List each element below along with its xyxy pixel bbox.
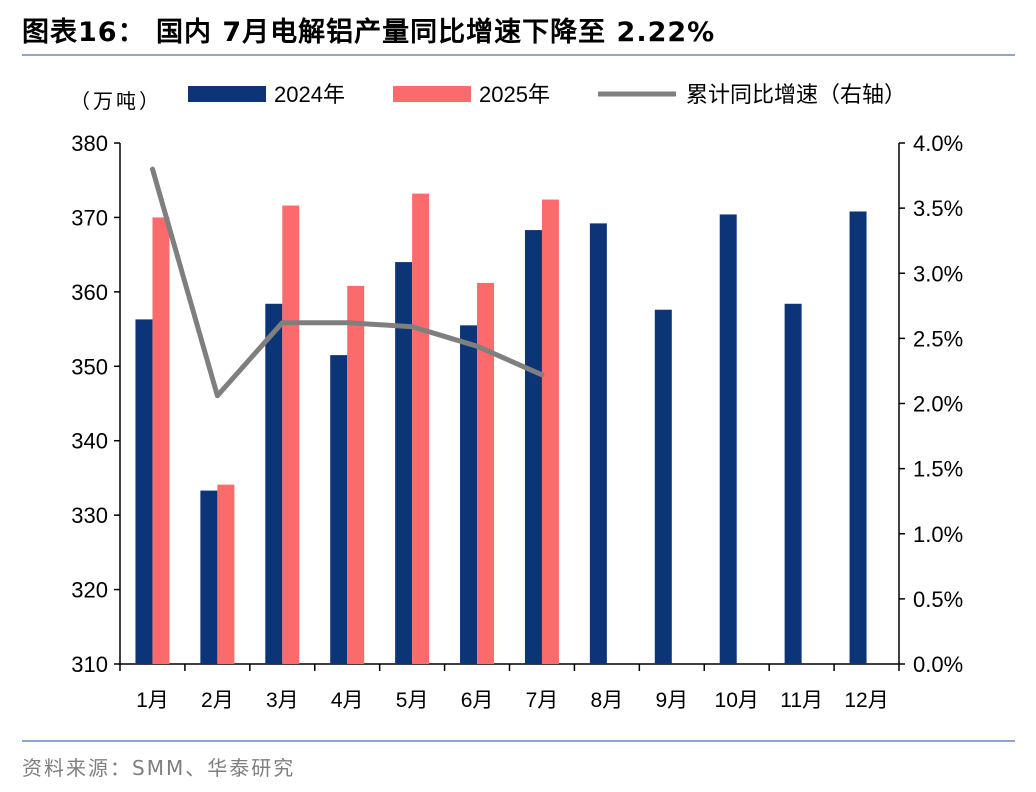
right-axis-tick-label: 1.5% bbox=[913, 457, 963, 482]
x-axis-tick-label: 10月 bbox=[715, 689, 759, 712]
bar-2024 bbox=[654, 309, 672, 664]
title-divider bbox=[22, 54, 1015, 56]
x-axis-tick-label: 8月 bbox=[591, 689, 624, 712]
chart-title: 图表16： 国内 7月电解铝产量同比增速下降至 2.22% bbox=[22, 17, 716, 48]
source-divider bbox=[22, 740, 1015, 742]
x-axis-tick-label: 3月 bbox=[266, 689, 299, 712]
source-note: 资料来源：SMM、华泰研究 bbox=[22, 756, 296, 780]
x-axis-tick-label: 1月 bbox=[136, 689, 169, 712]
x-axis-tick-label: 12月 bbox=[844, 689, 888, 712]
bar-2024 bbox=[784, 303, 802, 664]
bar-2025 bbox=[282, 205, 300, 664]
bar-2024 bbox=[395, 262, 413, 664]
bar-2024 bbox=[524, 230, 542, 664]
left-axis-tick-label: 310 bbox=[71, 652, 108, 677]
x-axis-tick-label: 6月 bbox=[461, 689, 494, 712]
legend-swatch-2024 bbox=[188, 86, 266, 102]
x-axis-tick-label: 9月 bbox=[655, 689, 688, 712]
right-axis-tick-label: 2.0% bbox=[913, 392, 963, 417]
bar-2024 bbox=[460, 325, 478, 664]
left-axis-tick-label: 360 bbox=[71, 280, 108, 305]
x-axis-tick-label: 11月 bbox=[780, 689, 823, 712]
bar-2024 bbox=[200, 490, 218, 664]
right-axis-tick-label: 4.0% bbox=[913, 131, 963, 156]
legend-label-2024: 2024年 bbox=[274, 82, 345, 107]
bar-2025 bbox=[477, 282, 495, 664]
bar-2025 bbox=[412, 193, 430, 664]
chart-line bbox=[150, 166, 545, 399]
left-axis-tick-label: 380 bbox=[71, 131, 108, 156]
legend-swatch-2025 bbox=[393, 86, 471, 102]
x-axis-tick-label: 7月 bbox=[526, 689, 559, 712]
bar-2024 bbox=[849, 211, 867, 664]
bar-2024 bbox=[265, 303, 283, 664]
bar-2024 bbox=[719, 214, 737, 665]
bar-2025 bbox=[541, 199, 559, 664]
right-axis-tick-label: 0.5% bbox=[913, 587, 963, 612]
bar-2024 bbox=[330, 355, 348, 664]
bar-2024 bbox=[589, 223, 607, 664]
bar-2024 bbox=[135, 319, 153, 664]
right-axis-tick-label: 3.5% bbox=[913, 196, 963, 221]
right-axis-tick-label: 1.0% bbox=[913, 522, 963, 547]
bar-2025 bbox=[217, 484, 235, 664]
legend-label-2025: 2025年 bbox=[479, 82, 550, 107]
bar-2025 bbox=[152, 217, 170, 664]
bar-2025 bbox=[347, 285, 365, 664]
x-axis-tick-label: 2月 bbox=[201, 689, 234, 712]
left-axis-tick-label: 370 bbox=[71, 205, 108, 230]
left-axis-tick-label: 350 bbox=[71, 354, 108, 379]
x-axis-tick-label: 5月 bbox=[396, 689, 429, 712]
left-axis-tick-label: 340 bbox=[71, 429, 108, 454]
left-axis-tick-label: 330 bbox=[71, 503, 108, 528]
left-axis-tick-label: 320 bbox=[71, 578, 108, 603]
right-axis-tick-label: 0.0% bbox=[913, 652, 963, 677]
right-axis-tick-label: 3.0% bbox=[913, 261, 963, 286]
chart-axes: 310 320 330 340 350 360 370 380 0.0% 0.5% 1.0% 1.5%… bbox=[71, 131, 963, 712]
left-axis-unit-label: （万吨） bbox=[70, 89, 162, 113]
yoy-growth-line bbox=[150, 166, 545, 399]
chart-legend: 2024年 2025年 累计同比增速（右轴） bbox=[188, 82, 906, 107]
x-axis-tick-label: 4月 bbox=[331, 689, 364, 712]
right-axis-tick-label: 2.5% bbox=[913, 326, 963, 351]
chart-bars bbox=[135, 193, 867, 665]
legend-label-line: 累计同比增速（右轴） bbox=[686, 82, 906, 107]
